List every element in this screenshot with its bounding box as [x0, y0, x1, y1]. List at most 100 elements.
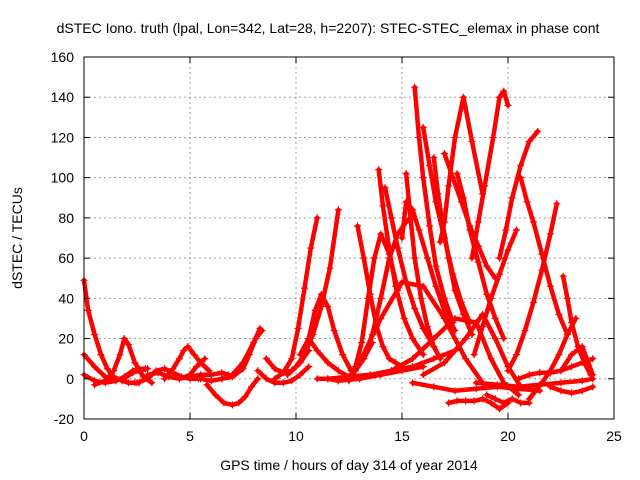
data-point	[419, 325, 427, 332]
data-point	[239, 365, 247, 373]
data-point	[568, 318, 576, 326]
data-point	[307, 244, 315, 252]
data-point	[271, 375, 279, 383]
data-point	[91, 331, 99, 339]
data-point	[538, 266, 546, 274]
data-point	[487, 399, 495, 407]
data-point	[398, 278, 406, 286]
data-point	[180, 347, 188, 355]
y-tick-label: 140	[51, 89, 75, 105]
data-point	[387, 214, 395, 222]
y-tick-label: 80	[58, 210, 74, 226]
data-point	[459, 310, 467, 318]
data-series-14	[284, 206, 342, 379]
data-point	[557, 379, 565, 387]
data-point	[512, 351, 520, 359]
data-point	[175, 355, 183, 363]
data-point	[317, 302, 325, 310]
data-point	[525, 399, 533, 407]
data-point	[515, 375, 523, 383]
data-point	[453, 170, 461, 178]
data-point	[426, 162, 434, 170]
data-point	[211, 391, 219, 399]
data-point	[459, 194, 467, 202]
data-point	[517, 399, 525, 407]
data-point	[468, 137, 476, 145]
data-point	[479, 395, 487, 403]
data-point	[241, 393, 249, 401]
data-point	[366, 290, 374, 298]
data-point	[459, 93, 467, 101]
data-point	[294, 325, 302, 332]
data-point	[462, 335, 470, 343]
data-point	[288, 355, 296, 363]
y-tick-label: 40	[58, 290, 74, 306]
data-series-7	[175, 369, 232, 383]
data-point	[436, 238, 444, 246]
data-point	[430, 343, 438, 351]
data-point	[409, 335, 417, 343]
series-line	[389, 316, 521, 398]
data-point	[489, 133, 497, 141]
data-point	[377, 371, 385, 379]
data-point	[101, 377, 109, 385]
data-point	[406, 214, 414, 222]
data-point	[589, 355, 597, 363]
data-point	[91, 381, 99, 389]
data-point	[112, 377, 120, 385]
data-point	[125, 379, 133, 387]
data-point	[491, 314, 499, 322]
data-series-46	[515, 343, 597, 383]
data-point	[432, 262, 440, 270]
data-point	[419, 123, 427, 131]
data-point	[358, 339, 366, 347]
data-point	[385, 254, 393, 262]
data-point	[553, 200, 561, 208]
y-axis-label: dSTEC / TECUs	[9, 187, 25, 289]
data-point	[462, 397, 470, 405]
data-series-13	[271, 214, 321, 383]
data-point	[451, 286, 459, 294]
data-point	[440, 294, 448, 302]
data-point	[317, 290, 325, 298]
data-point	[504, 101, 512, 109]
data-point	[563, 294, 571, 302]
data-series-49	[334, 363, 427, 385]
data-point	[491, 395, 499, 403]
data-point	[504, 363, 512, 371]
data-point	[379, 202, 387, 210]
data-point	[462, 355, 470, 363]
data-point	[508, 194, 516, 202]
data-series-6	[161, 343, 213, 383]
series-line	[297, 292, 354, 373]
data-point	[523, 198, 531, 206]
data-point	[417, 294, 425, 302]
data-point	[440, 150, 448, 158]
data-point	[411, 304, 419, 312]
data-point	[370, 254, 378, 262]
data-point	[512, 226, 520, 234]
series-line	[204, 376, 261, 408]
data-point	[517, 162, 525, 170]
data-point	[381, 184, 389, 192]
data-point	[402, 170, 410, 178]
data-point	[555, 351, 563, 359]
data-point	[207, 377, 215, 385]
data-point	[377, 294, 385, 302]
data-point	[122, 373, 130, 381]
data-point	[434, 190, 442, 198]
data-point	[451, 347, 459, 355]
data-series-42	[483, 391, 533, 407]
data-point	[409, 379, 417, 387]
data-point	[474, 258, 482, 266]
series-line	[473, 376, 596, 390]
data-point	[97, 351, 105, 359]
data-point	[300, 284, 308, 292]
data-point	[468, 254, 476, 262]
data-point	[546, 282, 554, 290]
data-point	[555, 310, 563, 318]
data-point	[445, 182, 453, 190]
data-series-47	[546, 383, 597, 397]
data-point	[508, 395, 516, 403]
data-point	[423, 322, 431, 330]
